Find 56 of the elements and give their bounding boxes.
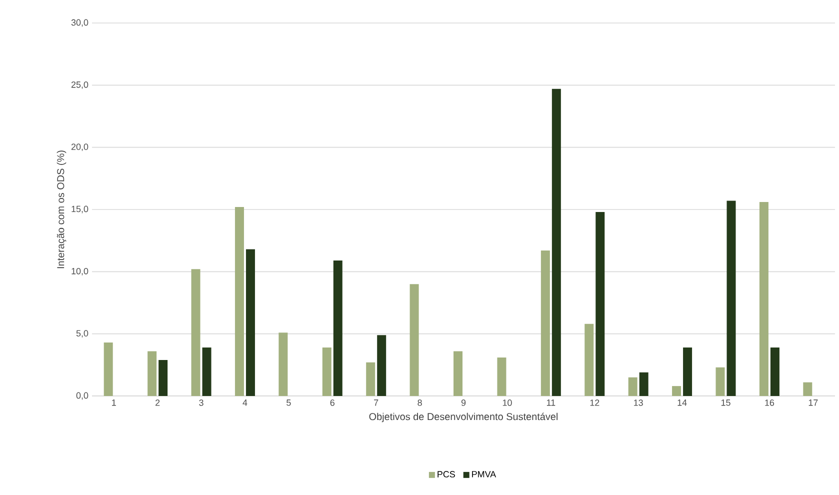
x-tick-label: 9 xyxy=(461,400,466,406)
x-tick-label: 1 xyxy=(112,400,116,406)
bar xyxy=(672,386,682,396)
legend-label: PCS xyxy=(438,471,455,478)
bar xyxy=(726,200,736,396)
x-tick-label: 13 xyxy=(634,400,643,406)
y-tick-label: 0,0 xyxy=(76,392,88,400)
y-tick-label: 25,0 xyxy=(71,81,88,89)
bar xyxy=(322,348,332,396)
x-tick-label: 10 xyxy=(502,400,512,406)
x-tick-label: 8 xyxy=(418,400,422,406)
x-axis-title: Objetivos de Desenvolvimento Sustentável xyxy=(369,412,558,422)
bar xyxy=(333,260,342,396)
x-tick-label: 7 xyxy=(374,400,378,406)
bar xyxy=(540,250,550,396)
x-tick-label: 15 xyxy=(721,400,730,406)
bar xyxy=(759,202,768,396)
bar xyxy=(716,367,725,396)
y-tick-label: 15,0 xyxy=(72,206,88,214)
x-tick-label: 2 xyxy=(156,400,160,406)
x-tick-label: 5 xyxy=(286,400,291,406)
bar xyxy=(584,324,594,396)
x-tick-label: 17 xyxy=(808,400,818,406)
bar xyxy=(191,269,200,396)
bar xyxy=(497,357,506,396)
x-tick-label: 11 xyxy=(546,400,556,406)
y-tick-label: 5,0 xyxy=(76,330,88,338)
bar xyxy=(803,382,812,396)
bar xyxy=(104,342,113,396)
x-tick-label: 4 xyxy=(242,400,248,406)
bar xyxy=(770,348,780,396)
x-tick-label: 3 xyxy=(199,400,204,406)
bar xyxy=(158,360,168,396)
bar xyxy=(377,335,386,396)
bar xyxy=(278,332,288,396)
bar xyxy=(366,362,376,396)
x-tick-label: 16 xyxy=(765,400,774,406)
bar xyxy=(202,348,212,396)
bar xyxy=(246,249,255,396)
x-tick-label: 14 xyxy=(678,400,687,406)
x-tick-label: 12 xyxy=(590,400,600,406)
y-axis-title: Interação com os ODS (%) xyxy=(56,150,66,268)
bar xyxy=(148,351,157,396)
bar xyxy=(683,348,692,396)
bar xyxy=(628,377,638,396)
y-tick-label: 10,0 xyxy=(72,268,88,276)
bar xyxy=(639,372,648,396)
y-tick-label: 20,0 xyxy=(71,144,88,152)
bar xyxy=(454,351,463,396)
bar xyxy=(552,88,561,396)
bar xyxy=(234,207,244,396)
bar xyxy=(410,284,419,396)
bar xyxy=(596,212,605,396)
y-tick-label: 30,0 xyxy=(71,19,88,27)
x-tick-label: 6 xyxy=(330,400,334,406)
legend-label: PMVA xyxy=(472,471,496,478)
